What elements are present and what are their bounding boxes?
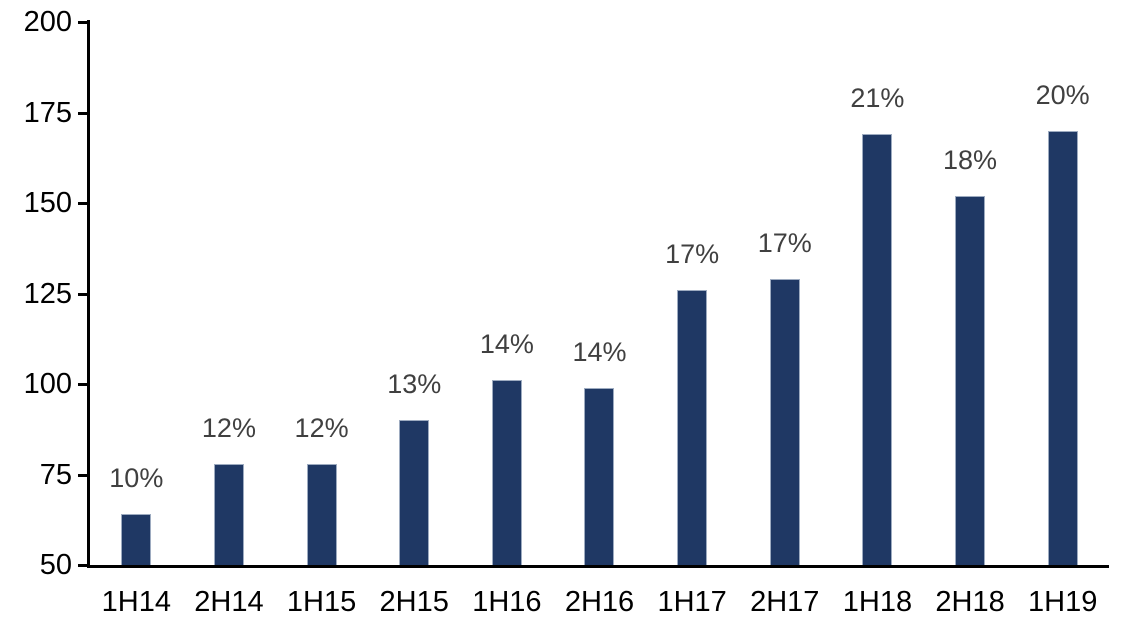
y-tick-label: 100: [23, 368, 72, 400]
bar-value-label: 20%: [1035, 79, 1090, 110]
x-axis-line: [87, 565, 1109, 568]
bar-value-label: 14%: [479, 329, 534, 360]
y-tick-label: 150: [23, 187, 72, 219]
bar-slot: 17%: [646, 22, 739, 565]
x-tick-label: 2H14: [194, 586, 264, 618]
bar-slot: 20%: [1016, 22, 1109, 565]
x-tick-label: 1H17: [657, 586, 727, 618]
bar: [862, 134, 893, 565]
bar-slot: 10%: [90, 22, 183, 565]
y-tick-mark: [78, 21, 90, 24]
x-tick-label: 2H18: [935, 586, 1005, 618]
bar-value-label: 12%: [294, 412, 349, 443]
bar-value-label: 13%: [387, 369, 442, 400]
x-tick-label: 2H15: [379, 586, 449, 618]
bar-value-label: 21%: [850, 83, 905, 114]
bar-slot: 14%: [553, 22, 646, 565]
bar: [1047, 130, 1078, 565]
bar: [584, 387, 615, 565]
bar-value-label: 17%: [665, 238, 720, 269]
bar-slot: 13%: [368, 22, 461, 565]
y-tick-label: 50: [39, 549, 72, 581]
y-tick-mark: [78, 111, 90, 115]
y-tick-label: 200: [23, 6, 72, 38]
bar-value-label: 10%: [109, 463, 164, 494]
bar-slot: 17%: [738, 22, 831, 565]
x-tick-label: 2H17: [750, 586, 820, 618]
x-tick-label: 2H16: [564, 586, 635, 618]
bar: [399, 420, 430, 565]
bar-slot: 12%: [275, 22, 368, 565]
bar-slot: 21%: [831, 22, 924, 565]
bar-value-label: 17%: [757, 228, 812, 259]
y-tick-mark: [78, 473, 90, 477]
x-tick-label: 1H15: [286, 586, 357, 618]
bar-slot: 14%: [461, 22, 554, 565]
bar: [306, 463, 337, 565]
y-tick-mark: [78, 202, 90, 205]
bar-value-label: 14%: [572, 336, 627, 367]
x-tick-label: 1H18: [842, 586, 913, 618]
y-tick-mark: [78, 383, 90, 386]
x-tick-label: 1H16: [472, 586, 542, 618]
bar-value-label: 12%: [201, 412, 256, 443]
y-tick-mark: [78, 564, 90, 567]
plot-area: 10% 12% 12% 13% 14% 14% 17% 17% 21% 18% 20%: [90, 22, 1109, 565]
bar: [677, 289, 708, 565]
y-tick-mark: [78, 292, 90, 296]
y-tick-label: 75: [39, 458, 72, 491]
bar-slot: 18%: [924, 22, 1017, 565]
bar-value-label: 18%: [943, 144, 998, 175]
y-tick-label: 125: [23, 277, 72, 310]
bar-slot: 12%: [183, 22, 276, 565]
bar: [491, 380, 522, 565]
bar: [955, 195, 986, 565]
x-tick-label: 1H14: [101, 586, 171, 618]
bar: [121, 514, 152, 565]
x-tick-label: 1H19: [1028, 586, 1098, 618]
bar: [769, 279, 800, 565]
y-tick-label: 175: [23, 96, 72, 129]
bar: [213, 463, 244, 565]
